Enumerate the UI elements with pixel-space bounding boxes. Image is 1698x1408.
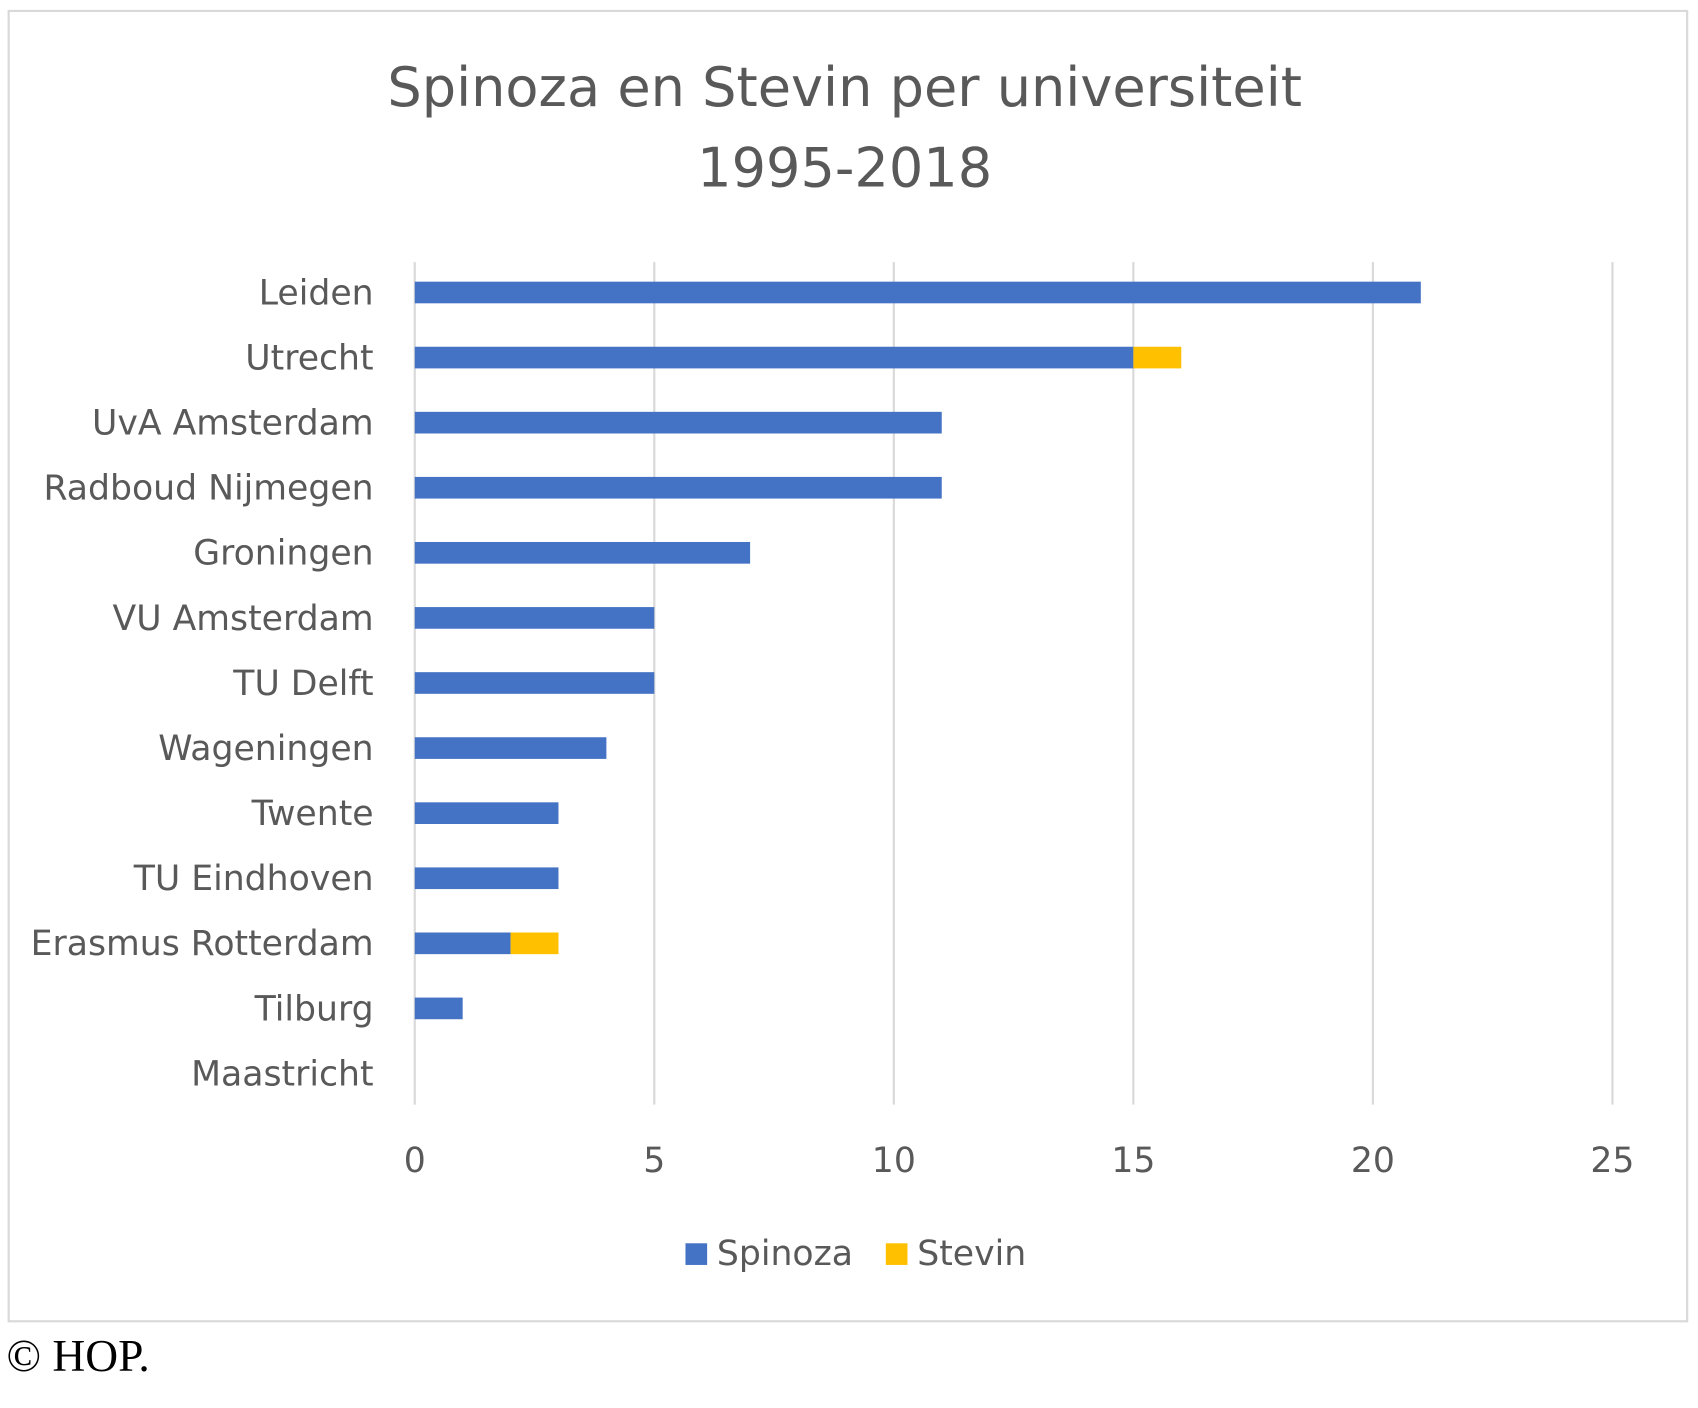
legend-label-spinoza: Spinoza: [717, 1234, 853, 1274]
bar-spinoza: [414, 802, 559, 824]
category-label: Twente: [251, 794, 374, 834]
chart-frame: [7, 9, 1689, 1323]
chart-subtitle: 1995-2018: [697, 136, 992, 199]
x-tick-label: 10: [872, 1141, 916, 1181]
bar-stevin: [510, 932, 559, 955]
bar-spinoza: [414, 672, 655, 694]
x-tick-label: 5: [643, 1141, 665, 1181]
bar-spinoza: [414, 346, 1134, 369]
bar-spinoza: [414, 281, 1421, 304]
copyright-credit: © HOP.: [6, 1330, 149, 1381]
x-tick-label: 0: [404, 1141, 426, 1181]
bar-stevin: [1133, 346, 1182, 369]
category-label: Utrecht: [245, 338, 373, 378]
bar-spinoza: [414, 541, 751, 564]
bar-spinoza: [414, 476, 942, 499]
category-label: Leiden: [259, 273, 374, 313]
category-label: VU Amsterdam: [113, 599, 374, 639]
x-tick-label: 20: [1351, 1141, 1395, 1181]
category-label: Wageningen: [158, 729, 373, 769]
category-label: UvA Amsterdam: [92, 404, 374, 444]
category-label: Radboud Nijmegen: [43, 469, 373, 509]
x-tick-label: 15: [1111, 1141, 1155, 1181]
legend-swatch-spinoza: [685, 1243, 708, 1265]
category-label: Groningen: [193, 534, 373, 574]
category-label: Tilburg: [254, 989, 374, 1029]
chart-title: Spinoza en Stevin per universiteit: [387, 56, 1302, 119]
bar-spinoza: [414, 411, 942, 434]
category-label: Maastricht: [191, 1054, 373, 1094]
bar-spinoza: [414, 607, 655, 629]
x-tick-label: 25: [1590, 1141, 1634, 1181]
bar-spinoza: [414, 737, 607, 759]
bar-spinoza: [414, 867, 559, 890]
bar-spinoza: [414, 932, 511, 955]
legend-label-stevin: Stevin: [917, 1234, 1026, 1274]
category-label: Erasmus Rotterdam: [31, 924, 374, 964]
category-label: TU Eindhoven: [133, 859, 374, 899]
legend-swatch-stevin: [885, 1243, 908, 1265]
bar-spinoza: [414, 997, 463, 1020]
legend: Spinoza Stevin: [685, 1234, 1026, 1274]
category-label: TU Delft: [232, 664, 373, 704]
